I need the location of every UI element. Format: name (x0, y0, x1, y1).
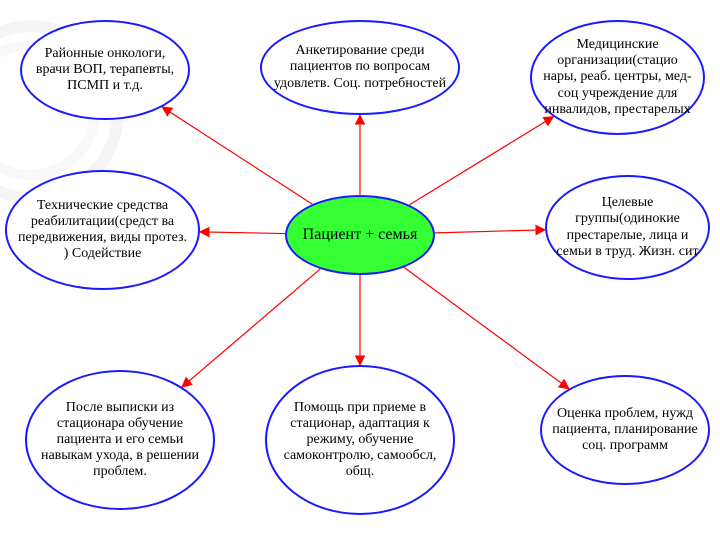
node-n2: Анкетирование среди пациентов по вопроса… (260, 20, 460, 115)
node-n5: Целевые группы(одинокие престарелые, лиц… (545, 175, 710, 280)
node-n8: Оценка проблем, нужд пациента, планирова… (540, 375, 710, 485)
diagram-canvas: Районные онкологи, врачи ВОП, терапевты,… (0, 0, 720, 540)
node-n3: Медицинские организации(стацио нары, реа… (530, 20, 705, 135)
node-n7: Помощь при приеме в стационар, адаптация… (265, 365, 455, 515)
center-node: Пациент + семья (285, 195, 435, 275)
node-label: Помощь при приеме в стационар, адаптация… (267, 396, 453, 484)
edge-to-n8 (404, 267, 569, 388)
node-n1: Районные онкологи, врачи ВОП, терапевты,… (20, 20, 190, 120)
node-label: После выписки из стационара обучение пац… (27, 396, 213, 484)
node-label: Технические средства реабилитации(средст… (7, 194, 198, 266)
edge-to-n1 (162, 107, 312, 204)
node-label: Целевые группы(одинокие престарелые, лиц… (547, 191, 708, 263)
node-label: Медицинские организации(стацио нары, реа… (532, 33, 703, 121)
edge-to-n6 (182, 269, 320, 387)
node-label: Оценка проблем, нужд пациента, планирова… (542, 402, 708, 458)
edge-to-n5 (435, 230, 545, 233)
node-label: Анкетирование среди пациентов по вопроса… (262, 39, 458, 95)
node-n4: Технические средства реабилитации(средст… (5, 170, 200, 290)
edge-to-n4 (200, 232, 285, 234)
node-label: Районные онкологи, врачи ВОП, терапевты,… (22, 42, 188, 98)
center-label: Пациент + семья (295, 222, 426, 248)
node-n6: После выписки из стационара обучение пац… (25, 370, 215, 510)
edge-to-n3 (409, 117, 553, 205)
